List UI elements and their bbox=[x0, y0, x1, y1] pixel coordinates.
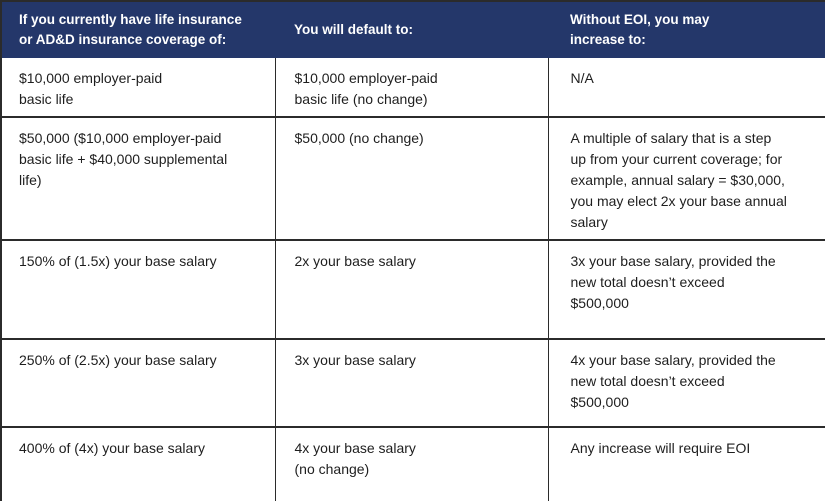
table-cell: Any increase will require EOI bbox=[547, 426, 825, 501]
table-cell: $50,000 ($10,000 employer-paid basic lif… bbox=[1, 116, 275, 240]
table-cell: $10,000 employer-paid basic life bbox=[1, 58, 275, 117]
table-row: 250% of (2.5x) your base salary 3x your … bbox=[1, 338, 825, 427]
table-cell: 4x your base salary (no change) bbox=[274, 426, 548, 501]
table-row: $50,000 ($10,000 employer-paid basic lif… bbox=[1, 116, 825, 240]
header-cell-increase-to: Without EOI, you may increase to: bbox=[548, 1, 825, 58]
table-cell: 150% of (1.5x) your base salary bbox=[1, 239, 275, 339]
table-cell: 3x your base salary bbox=[274, 338, 548, 427]
table-cell: A multiple of salary that is a step up f… bbox=[547, 116, 825, 240]
table-cell: N/A bbox=[547, 58, 825, 117]
table-row: 150% of (1.5x) your base salary 2x your … bbox=[1, 239, 825, 339]
table-cell: 400% of (4x) your base salary bbox=[1, 426, 275, 501]
table-cell: 2x your base salary bbox=[274, 239, 548, 339]
header-cell-default-to: You will default to: bbox=[275, 1, 548, 58]
table-header-row: If you currently have life insurance or … bbox=[1, 1, 825, 58]
table-row: $10,000 employer-paid basic life $10,000… bbox=[1, 58, 825, 117]
table-cell: 250% of (2.5x) your base salary bbox=[1, 338, 275, 427]
table-cell: $10,000 employer-paid basic life (no cha… bbox=[274, 58, 548, 117]
table-cell: 4x your base salary, provided the new to… bbox=[547, 338, 825, 427]
table-row: 400% of (4x) your base salary 4x your ba… bbox=[1, 426, 825, 501]
table-cell: $50,000 (no change) bbox=[274, 116, 548, 240]
header-cell-current-coverage: If you currently have life insurance or … bbox=[1, 1, 275, 58]
table-cell: 3x your base salary, provided the new to… bbox=[547, 239, 825, 339]
